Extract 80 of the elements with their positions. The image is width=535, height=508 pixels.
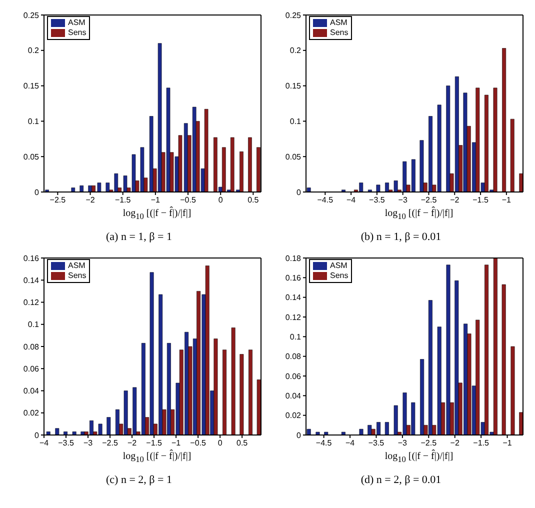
legend-label: Sens (68, 271, 86, 281)
x-tick-label: −1.5 (473, 438, 490, 448)
x-tick-label: −4 (345, 438, 356, 448)
y-tick-label: 0.12 (285, 312, 302, 322)
y-tick-label: 0.1 (28, 117, 40, 126)
y-tick-label: 0.14 (285, 293, 302, 302)
x-tick-label: −2.5 (420, 196, 438, 205)
y-tick-label: 0.16 (23, 254, 40, 263)
x-tick-label: −3.5 (369, 196, 386, 205)
y-tick-label: 0.25 (285, 10, 302, 20)
x-tick-label: −1 (171, 438, 182, 448)
x-tick-label: −2 (450, 196, 460, 205)
legend-label: Sens (68, 28, 86, 38)
y-tick-label: 0.04 (285, 392, 302, 401)
x-tick-label: −0.5 (180, 196, 196, 205)
x-tick-label: −1 (150, 196, 161, 205)
x-tick-label: −1 (502, 438, 512, 448)
x-tick-label: −2 (127, 438, 138, 448)
legend-label: ASM (330, 261, 348, 271)
text: (b) n = 1, β = 0.01 (360, 231, 442, 243)
y-tick-label: 0 (34, 188, 40, 197)
x-tick-label: −2 (86, 196, 96, 205)
x-tick-label: −2.5 (420, 438, 438, 448)
y-tick-label: 0.14 (23, 276, 40, 285)
y-tick-label: 0.18 (285, 254, 302, 263)
text: (a) n = 1, β = 1 (105, 231, 173, 243)
y-tick-label: 0.08 (23, 342, 40, 352)
text: (d) n = 2, β = 0.01 (360, 474, 442, 486)
y-tick-label: 0.08 (285, 352, 302, 362)
legend-label: Sens (330, 271, 348, 281)
legend-label: Sens (330, 28, 348, 38)
x-tick-label: −4 (39, 438, 50, 448)
x-tick-label: −1.5 (472, 196, 489, 205)
x-axis-title: log$_{10}$ [(|f − f̂|)/|f|] (384, 451, 454, 464)
x-tick-label: −3 (398, 196, 408, 205)
legend-label: ASM (68, 261, 86, 271)
legend-label: ASM (330, 18, 348, 28)
y-tick-label: 0.04 (23, 386, 40, 396)
x-tick-label: −3.5 (58, 438, 74, 448)
x-tick-label: −4.5 (317, 196, 334, 205)
x-tick-label: −4 (346, 196, 356, 205)
x-axis-title: log$_{10}$ [(|f − f̂|)/|f|] (384, 208, 454, 221)
y-tick-label: 0.16 (285, 274, 302, 283)
x-axis-title: log$_{10}$ [(|f − f̂|)/|f|] (122, 208, 192, 221)
legend-label: ASM (68, 18, 86, 28)
y-tick-label: 0 (296, 430, 302, 440)
y-tick-label: 0.1 (290, 117, 302, 126)
y-tick-label: 0.02 (285, 411, 302, 420)
y-tick-label: 0.06 (285, 372, 302, 381)
x-tick-label: 0.5 (236, 438, 248, 448)
text: (c) n = 2, β = 1 (105, 474, 173, 486)
x-tick-label: 0.5 (248, 196, 260, 205)
y-tick-label: 0.25 (23, 10, 40, 20)
y-tick-label: 0.2 (28, 46, 40, 56)
y-tick-label: 0.06 (23, 364, 40, 374)
y-tick-label: 0.05 (23, 152, 40, 162)
x-tick-label: −2.5 (102, 438, 118, 448)
y-tick-label: 0.15 (285, 82, 302, 91)
y-tick-label: 0 (34, 430, 40, 440)
y-tick-label: 0 (296, 188, 302, 197)
x-tick-label: −3.5 (368, 438, 385, 448)
x-tick-label: 0 (218, 438, 223, 448)
x-tick-label: −3 (398, 438, 408, 448)
x-tick-label: −1.5 (146, 438, 162, 448)
x-tick-label: −2 (450, 438, 460, 448)
y-tick-label: 0.05 (285, 152, 302, 162)
x-tick-label: −2.5 (50, 196, 66, 205)
x-axis-title: log$_{10}$ [(|f − f̂|)/|f|] (122, 451, 192, 464)
y-tick-label: 0.12 (23, 298, 40, 308)
x-tick-label: −4.5 (316, 438, 332, 448)
x-tick-label: 0 (218, 196, 224, 205)
y-tick-label: 0.2 (290, 46, 302, 56)
x-tick-label: −3 (83, 438, 94, 448)
x-tick-label: −0.5 (190, 438, 206, 448)
y-tick-label: 0.1 (28, 320, 40, 330)
y-tick-label: 0.02 (23, 408, 40, 418)
y-tick-label: 0.1 (290, 332, 302, 342)
y-tick-label: 0.15 (23, 82, 40, 91)
x-tick-label: −1 (502, 196, 512, 205)
x-tick-label: −1.5 (114, 196, 132, 205)
